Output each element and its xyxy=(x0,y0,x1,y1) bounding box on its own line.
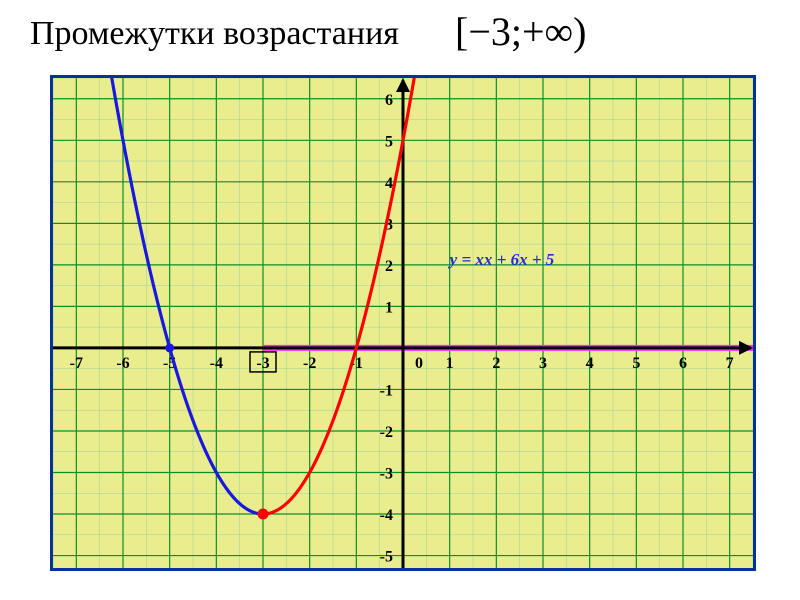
svg-text:1: 1 xyxy=(446,355,454,372)
svg-text:y = xx + 6x + 5: y = xx + 6x + 5 xyxy=(448,250,555,269)
chart-frame: -7-6-5-4-3-2-101234567-5-4-3-2-1123456y … xyxy=(50,75,756,571)
svg-text:2: 2 xyxy=(385,258,393,275)
svg-text:0: 0 xyxy=(415,355,423,372)
svg-text:6: 6 xyxy=(385,92,393,109)
svg-text:-2: -2 xyxy=(303,355,316,372)
svg-text:-1: -1 xyxy=(380,382,393,399)
svg-text:5: 5 xyxy=(385,133,393,150)
svg-text:6: 6 xyxy=(679,355,687,372)
svg-text:-4: -4 xyxy=(380,507,393,524)
svg-text:5: 5 xyxy=(632,355,640,372)
svg-text:3: 3 xyxy=(539,355,547,372)
svg-text:4: 4 xyxy=(385,175,393,192)
interval-notation: [−3;+∞) xyxy=(455,8,586,55)
svg-text:-5: -5 xyxy=(380,549,393,566)
svg-text:-6: -6 xyxy=(116,355,129,372)
svg-text:2: 2 xyxy=(492,355,500,372)
svg-text:-3: -3 xyxy=(380,465,393,482)
svg-text:7: 7 xyxy=(726,355,734,372)
svg-text:-7: -7 xyxy=(70,355,83,372)
svg-text:-3: -3 xyxy=(256,355,269,372)
svg-text:-2: -2 xyxy=(380,424,393,441)
svg-text:1: 1 xyxy=(385,299,393,316)
page-title: Промежутки возрастания xyxy=(30,15,399,53)
svg-text:-4: -4 xyxy=(210,355,223,372)
svg-text:4: 4 xyxy=(586,355,594,372)
slide: Промежутки возрастания [−3;+∞) -7 -6 -5 -4 -… xyxy=(0,0,800,600)
chart-canvas: -7-6-5-4-3-2-101234567-5-4-3-2-1123456y … xyxy=(53,78,753,568)
